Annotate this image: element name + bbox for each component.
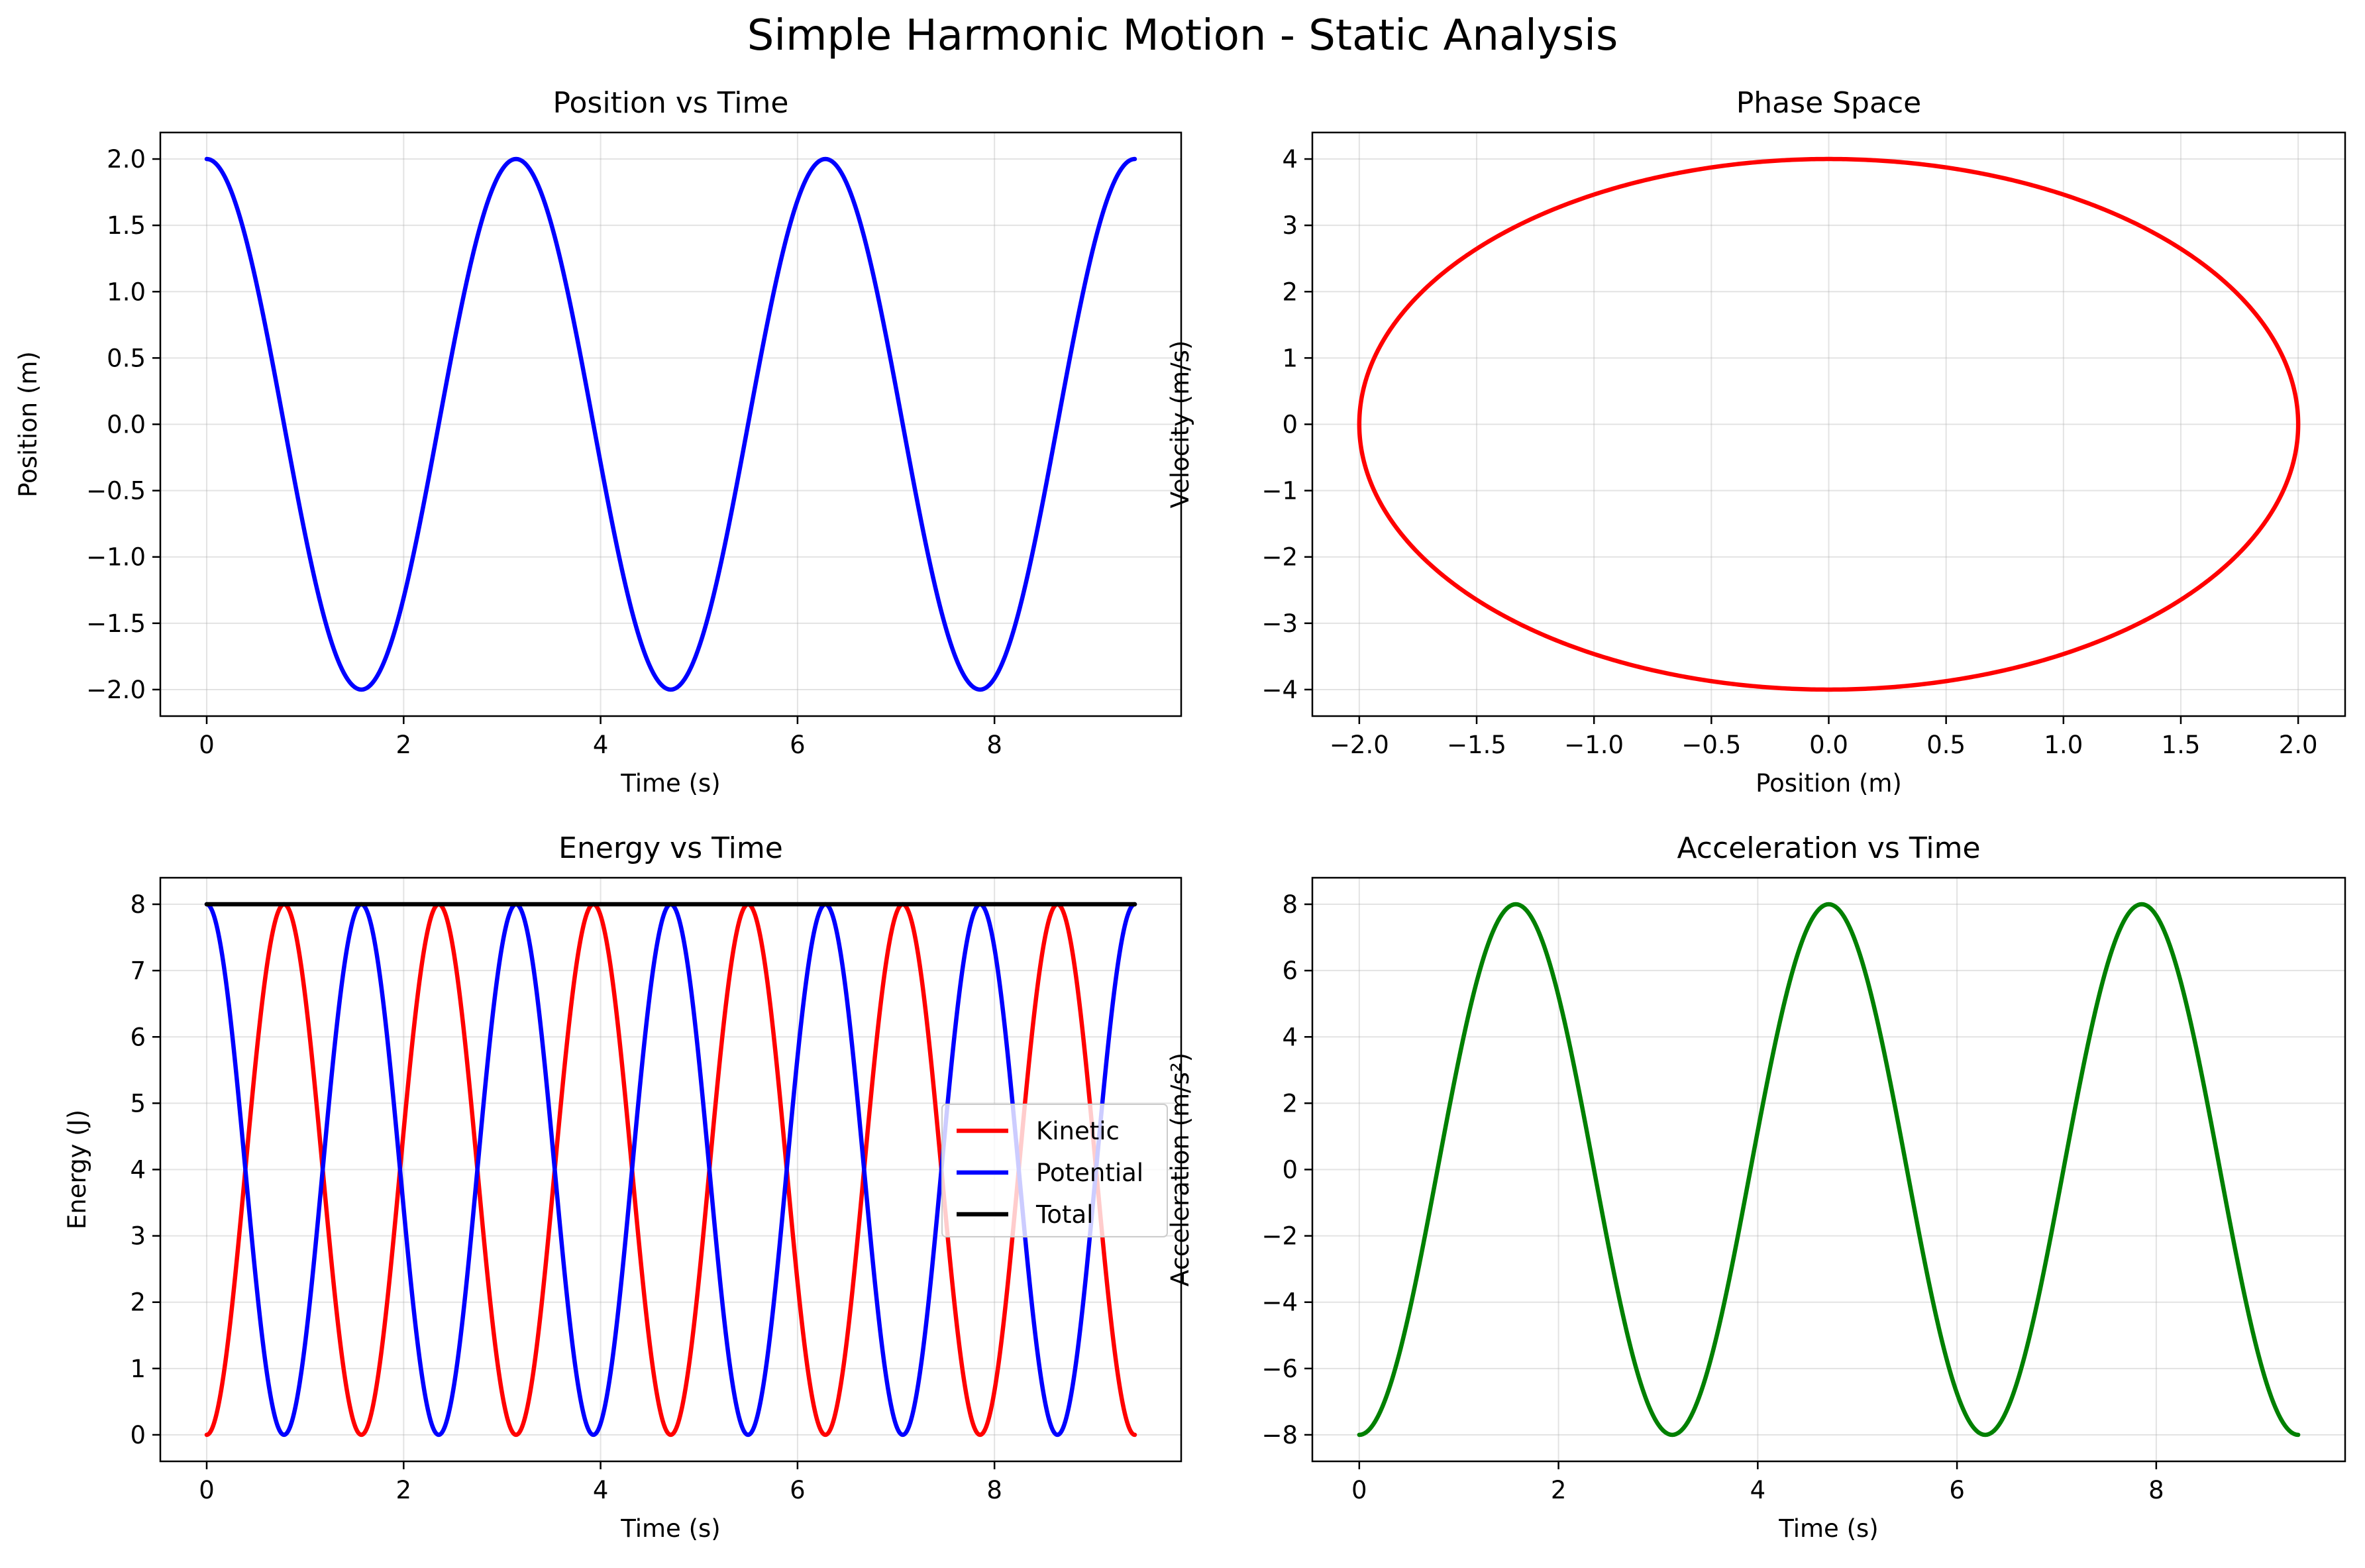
x-tick-label: 0: [199, 1476, 215, 1504]
y-tick-label: −1.5: [86, 609, 146, 638]
x-tick-label: 2.0: [2279, 731, 2318, 759]
x-tick-label: 2: [396, 1476, 412, 1504]
y-tick-label: 8: [1282, 890, 1298, 919]
x-tick-label: 2: [396, 731, 412, 759]
y-tick-label: 4: [130, 1156, 146, 1184]
x-tick-label: 0: [1351, 1476, 1367, 1504]
y-tick-label: 0.5: [107, 344, 146, 372]
x-tick-label: −2.0: [1330, 731, 1389, 759]
y-tick-label: 6: [1282, 957, 1298, 985]
subplot-title: Phase Space: [1736, 86, 1921, 120]
y-tick-label: −2: [1261, 1222, 1298, 1251]
y-tick-label: 1.0: [107, 278, 146, 306]
y-tick-label: 0: [1282, 411, 1298, 439]
y-tick-label: 2.0: [107, 145, 146, 174]
y-tick-label: −0.5: [86, 477, 146, 505]
subplot-title: Energy vs Time: [558, 831, 783, 865]
subplots: 0 2 4 6 8 −2.0 −1.5 −1.0 −0.5 0.0 0.5 1.0 1.5 2.0 Posi…: [14, 86, 2345, 1543]
y-axis-label: Acceleration (m/s²): [1166, 1053, 1194, 1286]
x-tick-label: 4: [593, 1476, 609, 1504]
x-axis-label: Position (m): [1756, 769, 1902, 798]
x-tick-label: 4: [593, 731, 609, 759]
y-tick-label: −3: [1261, 609, 1298, 638]
y-tick-label: −2: [1261, 543, 1298, 572]
y-tick-label: −1.0: [86, 543, 146, 572]
y-tick-label: 7: [130, 957, 146, 985]
y-axis-label: Velocity (m/s): [1166, 340, 1194, 509]
x-tick-label: 8: [986, 1476, 1002, 1504]
y-tick-label: −4: [1261, 676, 1298, 704]
y-tick-label: 6: [130, 1023, 146, 1051]
x-tick-label: −1.5: [1447, 731, 1506, 759]
x-tick-label: 0.0: [1809, 731, 1848, 759]
x-tick-label: 0.5: [1926, 731, 1966, 759]
x-tick-label: 8: [986, 731, 1002, 759]
figure-title: Simple Harmonic Motion - Static Analysis: [747, 11, 1618, 60]
subplot-position: 0 2 4 6 8 −2.0 −1.5 −1.0 −0.5 0.0 0.5 1.0 1.5 2.0 Posi…: [14, 86, 1181, 798]
x-axis-label: Time (s): [1778, 1514, 1878, 1543]
y-tick-label: 2: [1282, 278, 1298, 306]
y-tick-label: 1: [130, 1355, 146, 1383]
x-tick-label: 6: [790, 1476, 806, 1504]
y-tick-label: 0: [1282, 1156, 1298, 1184]
subplot-acceleration: 0 2 4 6 8 −8 −6 −4 −2 0 2 4 6 8 Acceleration vs Time Ti…: [1166, 831, 2345, 1543]
subplot-title: Acceleration vs Time: [1677, 831, 1980, 865]
y-tick-label: 2: [130, 1288, 146, 1317]
y-tick-label: 4: [1282, 1023, 1298, 1051]
y-tick-label: 3: [1282, 211, 1298, 240]
x-tick-label: 0: [199, 731, 215, 759]
y-tick-label: 3: [130, 1222, 146, 1251]
x-axis-label: Time (s): [620, 1514, 720, 1543]
y-tick-label: 0: [130, 1421, 146, 1449]
legend-label-potential: Potential: [1036, 1159, 1143, 1187]
y-tick-label: 2: [1282, 1089, 1298, 1118]
x-tick-label: 6: [1949, 1476, 1965, 1504]
y-tick-label: 1.5: [107, 211, 146, 240]
y-tick-label: −4: [1261, 1288, 1298, 1317]
y-axis-label: Energy (J): [63, 1110, 91, 1229]
x-tick-label: 8: [2148, 1476, 2164, 1504]
y-tick-label: −2.0: [86, 676, 146, 704]
y-tick-label: −1: [1261, 477, 1298, 505]
x-tick-label: 6: [790, 731, 806, 759]
x-tick-label: 1.5: [2162, 731, 2201, 759]
subplot-energy: 0 2 4 6 8 0 1 2 3 4 5 6 7 8 Energy vs Time Time (s) Ener…: [63, 831, 1181, 1543]
x-tick-label: 1.0: [2044, 731, 2083, 759]
legend: Kinetic Potential Total: [942, 1104, 1167, 1237]
x-tick-label: 4: [1750, 1476, 1766, 1504]
legend-label-total: Total: [1035, 1200, 1093, 1229]
x-tick-label: 2: [1551, 1476, 1567, 1504]
subplot-phase: −2.0 −1.5 −1.0 −0.5 0.0 0.5 1.0 1.5 2.0 −4 −3 −2 −1 0…: [1166, 86, 2345, 798]
x-tick-label: −0.5: [1681, 731, 1741, 759]
legend-label-kinetic: Kinetic: [1036, 1117, 1120, 1145]
y-tick-label: 1: [1282, 344, 1298, 372]
y-axis-label: Position (m): [14, 351, 42, 497]
y-tick-label: −8: [1261, 1421, 1298, 1449]
y-tick-label: 4: [1282, 145, 1298, 174]
y-tick-label: 0.0: [107, 411, 146, 439]
x-tick-label: −1.0: [1564, 731, 1624, 759]
y-tick-label: 5: [130, 1089, 146, 1118]
x-axis-label: Time (s): [620, 769, 720, 798]
y-tick-label: −6: [1261, 1355, 1298, 1383]
subplot-title: Position vs Time: [553, 86, 789, 120]
y-tick-label: 8: [130, 890, 146, 919]
